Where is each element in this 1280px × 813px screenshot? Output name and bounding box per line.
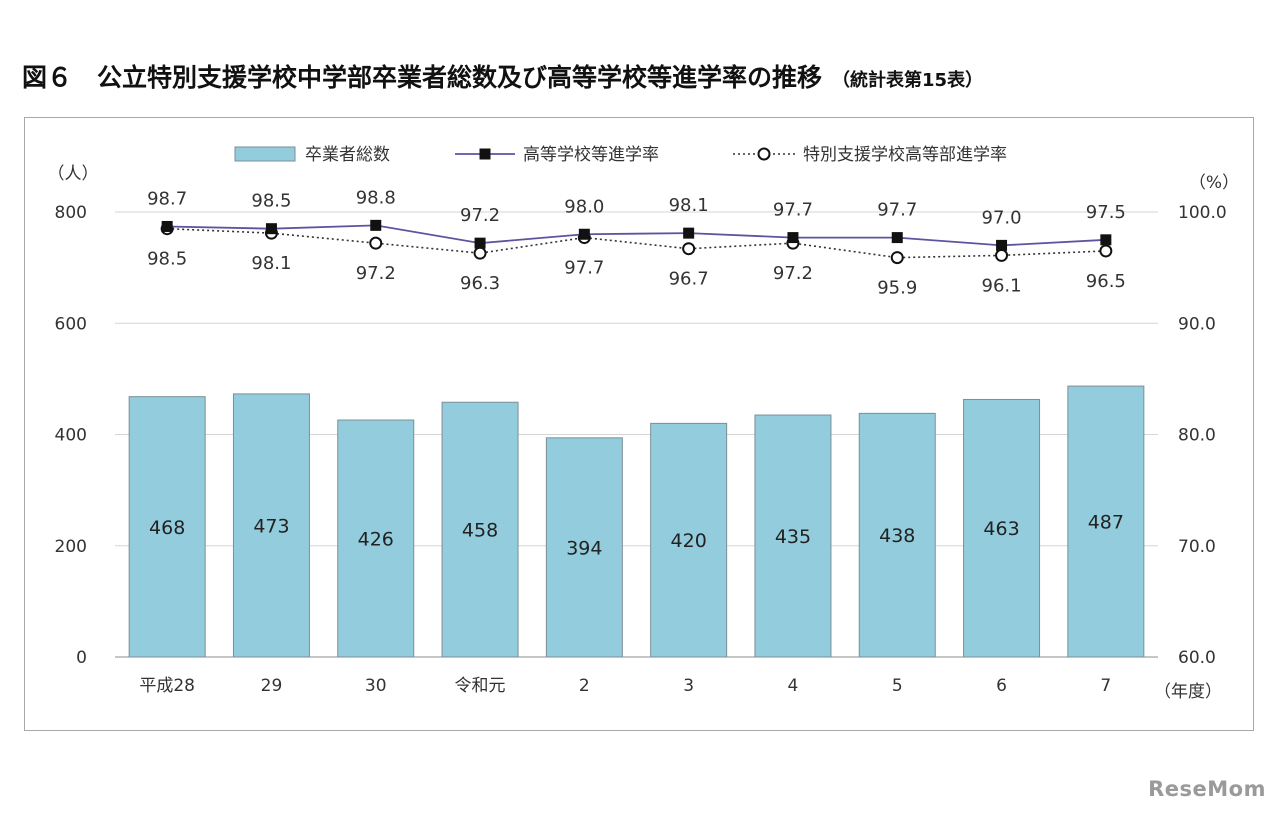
x-tick-label: 7 <box>1100 676 1111 696</box>
y-right-tick-label: 90.0 <box>1178 314 1216 334</box>
bar-value-label: 420 <box>671 530 707 552</box>
line-marker <box>473 246 487 260</box>
bar <box>963 398 1041 658</box>
legend-label: 卒業者総数 <box>305 145 390 165</box>
y-left-tick-label: 200 <box>55 537 87 557</box>
chart-title: 図６ 公立特別支援学校中学部卒業者総数及び高等学校等進学率の推移 （統計表第15表… <box>22 58 983 94</box>
x-tick-label: 5 <box>892 676 903 696</box>
x-tick-label: 4 <box>788 676 799 696</box>
y-right-tick-label: 80.0 <box>1178 426 1216 446</box>
line-value-label: 97.0 <box>982 207 1022 228</box>
line-value-label: 98.5 <box>251 191 291 212</box>
bar <box>754 414 832 658</box>
x-tick-label: 3 <box>683 676 694 696</box>
y-right-tick-label: 70.0 <box>1178 537 1216 557</box>
line-value-label: 96.1 <box>982 275 1022 296</box>
series-line <box>167 227 1106 259</box>
line-marker <box>369 236 383 250</box>
y-left-tick-label: 0 <box>76 648 87 668</box>
line-marker <box>891 232 903 244</box>
x-tick-label: 2 <box>579 676 590 696</box>
bar-value-label: 468 <box>149 517 185 539</box>
line-value-label: 96.3 <box>460 273 500 294</box>
x-unit: （年度） <box>1154 682 1222 702</box>
legend-marker-circle <box>757 147 771 161</box>
line-value-label: 96.5 <box>1086 271 1126 292</box>
legend-label: 高等学校等進学率 <box>523 145 659 165</box>
bar <box>650 422 728 658</box>
bar <box>337 419 415 658</box>
line-marker <box>787 232 799 244</box>
line-value-label: 97.7 <box>877 200 917 221</box>
y-left-tick-label: 600 <box>55 314 87 334</box>
bar-value-label: 438 <box>879 525 915 547</box>
chart-svg: 0 200 400 600 800 60.0 70.0 80.0 90.0 100.0 （人） （%）… <box>48 145 1240 702</box>
line-marker <box>996 239 1008 251</box>
line-marker <box>1100 234 1112 246</box>
x-tick-label: 30 <box>365 676 387 696</box>
line-value-label: 98.7 <box>147 188 187 209</box>
watermark-logo: ReseMom <box>1148 777 1266 801</box>
chart-area: 0 200 400 600 800 60.0 70.0 80.0 90.0 100.0 （人） （%）… <box>24 117 1254 731</box>
title-subtitle: （統計表第15表） <box>832 70 984 91</box>
line-value-label: 98.1 <box>669 195 709 216</box>
line-marker <box>265 223 277 235</box>
line-value-label: 98.1 <box>251 253 291 274</box>
line-value-label: 97.7 <box>773 200 813 221</box>
line-marker <box>682 242 696 256</box>
line-value-label: 96.7 <box>669 269 709 290</box>
bar-value-label: 435 <box>775 526 811 548</box>
line-value-label: 98.5 <box>147 249 187 270</box>
line-value-label: 97.5 <box>1086 202 1126 223</box>
bar-value-label: 458 <box>462 520 498 542</box>
legend-swatch-bar <box>234 146 296 162</box>
title-text: 図６ 公立特別支援学校中学部卒業者総数及び高等学校等進学率の推移 <box>22 63 823 92</box>
y-left-tick-label: 800 <box>55 203 87 223</box>
line-value-label: 98.0 <box>564 196 604 217</box>
x-tick-label: 29 <box>261 676 283 696</box>
line-marker <box>578 228 590 240</box>
y-left-unit: （人） <box>48 164 99 184</box>
x-tick-label: 令和元 <box>455 676 506 696</box>
bar-value-label: 473 <box>253 515 289 537</box>
line-marker <box>995 248 1009 262</box>
bar-value-label: 394 <box>566 537 602 559</box>
bar <box>128 396 206 658</box>
line-value-label: 98.8 <box>356 187 396 208</box>
line-marker <box>683 227 695 239</box>
line-marker <box>890 251 904 265</box>
line-marker <box>474 237 486 249</box>
bar <box>232 393 310 658</box>
y-left-tick-label: 400 <box>55 426 87 446</box>
x-tick-label: 平成28 <box>139 676 195 696</box>
bar <box>1067 385 1145 658</box>
y-right-tick-label: 60.0 <box>1178 648 1216 668</box>
bar-value-label: 426 <box>358 529 394 551</box>
x-tick-label: 6 <box>996 676 1007 696</box>
bar <box>545 437 623 658</box>
legend-marker-square <box>479 148 491 160</box>
legend-label: 特別支援学校高等部進学率 <box>803 145 1007 165</box>
line-value-label: 97.2 <box>356 263 396 284</box>
y-right-tick-label: 100.0 <box>1178 203 1227 223</box>
line-value-label: 95.9 <box>877 278 917 299</box>
y-right-unit: （%） <box>1189 173 1239 193</box>
bar-value-label: 487 <box>1088 512 1124 534</box>
line-marker <box>1099 244 1113 258</box>
bar <box>441 401 519 658</box>
line-value-label: 97.2 <box>460 205 500 226</box>
bar <box>858 412 936 658</box>
bar-value-label: 463 <box>983 518 1019 540</box>
line-marker <box>161 220 173 232</box>
series-line <box>167 224 1106 247</box>
line-marker <box>370 219 382 231</box>
line-value-label: 97.2 <box>773 263 813 284</box>
line-value-label: 97.7 <box>564 258 604 279</box>
